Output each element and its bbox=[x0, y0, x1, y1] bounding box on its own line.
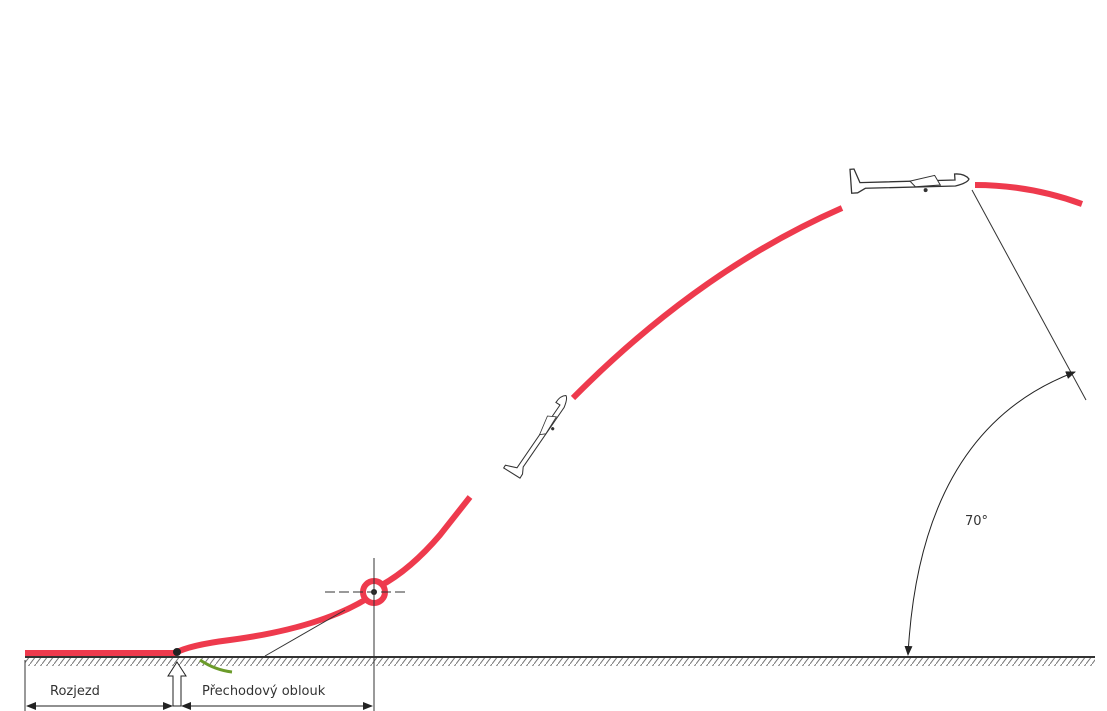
angle-label: 70° bbox=[965, 514, 988, 529]
angle-line bbox=[971, 189, 1087, 401]
liftoff-point bbox=[173, 648, 181, 656]
liftoff-arrow bbox=[167, 661, 187, 707]
tangent bbox=[264, 609, 346, 657]
glider bbox=[503, 387, 574, 481]
ground-hatch bbox=[25, 657, 1095, 666]
angle-arc bbox=[904, 371, 1076, 656]
ground-run-label: Rozjezd bbox=[50, 684, 100, 699]
glider bbox=[849, 160, 971, 198]
transition-label: Přechodový oblouk bbox=[202, 684, 326, 699]
grass bbox=[199, 658, 233, 674]
